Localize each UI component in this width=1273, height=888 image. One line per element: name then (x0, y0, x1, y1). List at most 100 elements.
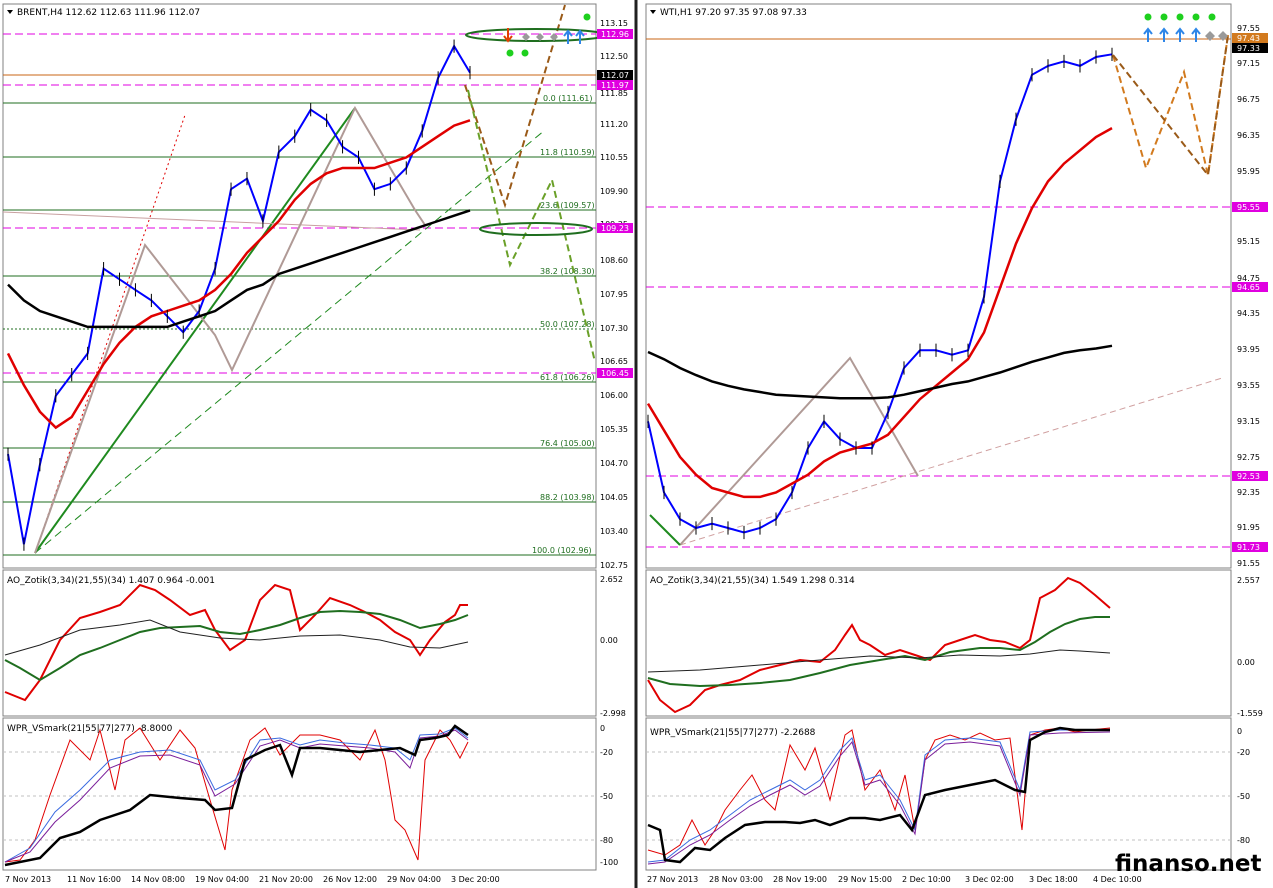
wpr-red-line (647, 727, 1111, 856)
arrow-up-icon (1143, 27, 1153, 42)
price-tick: 108.60 (600, 256, 628, 265)
wti-menu-triangle-icon[interactable] (650, 10, 656, 14)
time-tick: 3 Dec 20:00 (451, 875, 500, 884)
price-tick: 112.50 (600, 52, 628, 61)
wpr-tick: -50 (1237, 792, 1250, 801)
arrow-up-icon (1191, 27, 1201, 42)
brent-trend-green-dashed (34, 129, 546, 554)
wti-candles (647, 47, 1113, 540)
price-tag-label: 109.23 (601, 224, 629, 233)
price-tick: 106.00 (600, 391, 628, 400)
wti-trend-green (649, 514, 681, 546)
price-tick: 94.35 (1237, 309, 1260, 318)
price-tick: 92.75 (1237, 453, 1260, 462)
arrow-up-icon (1175, 27, 1185, 42)
time-tick: 14 Nov 08:00 (131, 875, 185, 884)
wti-forecast-brown (1112, 34, 1229, 178)
brent-menu-triangle-icon[interactable] (7, 10, 13, 14)
moving-average-line (646, 127, 1113, 499)
price-tick: 96.35 (1237, 131, 1260, 140)
wti-zigzag (679, 356, 919, 546)
arrow-down-icon (503, 28, 513, 43)
wti-ao-header: AO_Zotik(3,34)(21,55)(34) 1.549 1.298 0.… (650, 576, 855, 586)
wti-header: WTI,H1 97.20 97.35 97.08 97.33 (660, 8, 807, 18)
price-tick: 91.55 (1237, 559, 1260, 568)
wti-ao-pane (645, 569, 1232, 717)
price-tag-label: 112.96 (601, 30, 629, 39)
fib-label-11-8: 11.8 (110.59) (540, 148, 595, 157)
price-tick: 97.55 (1237, 24, 1260, 33)
brent-forecast-brown (464, 4, 566, 209)
diamond-icon (1218, 31, 1228, 41)
price-tag-112-96 (597, 29, 633, 39)
wpr-purple-line (647, 731, 1111, 865)
time-tick: 2 Dec 10:00 (902, 875, 951, 884)
wpr-tick: 0 (1237, 727, 1242, 736)
ao-tick: 0.00 (600, 636, 618, 645)
price-tick: 94.75 (1237, 274, 1260, 283)
wti-ao: 2.557 0.00 -1.559 (647, 576, 1263, 718)
signal-dot-icon (583, 13, 591, 21)
wpr-blue-line (647, 729, 1110, 863)
time-tick: 21 Nov 20:00 (259, 875, 313, 884)
price-tick: 91.95 (1237, 523, 1260, 532)
price-tick: 93.95 (1237, 345, 1260, 354)
price-tag-label: 111.97 (601, 81, 629, 90)
time-tick: 3 Dec 18:00 (1029, 875, 1078, 884)
signal-dot-icon (1192, 13, 1200, 21)
wpr-red-line (4, 727, 469, 863)
wti-moving-averages (646, 53, 1113, 534)
signal-dot-icon (1160, 13, 1168, 21)
wpr-blue-line (4, 727, 469, 863)
time-tick: 26 Nov 12:00 (323, 875, 377, 884)
fib-label-38-2: 38.2 (108.30) (540, 267, 595, 276)
wti-price-pane (645, 3, 1232, 569)
price-tag-109-23 (597, 223, 633, 233)
price-tick: 105.35 (600, 425, 628, 434)
brent-wpr: 0 -20 -50 -80 -100 (3, 724, 618, 867)
arrow-up-icon (575, 29, 585, 44)
ao-black-line (647, 649, 1111, 673)
wti-price-axis: 97.55 97.15 96.75 96.35 95.95 95.15 94.7… (1232, 24, 1268, 568)
price-tag-111-97 (597, 80, 633, 90)
price-tag-label: 106.45 (601, 369, 629, 378)
price-tag-106-45 (597, 368, 633, 378)
ao-tick: 2.652 (600, 575, 623, 584)
price-tick: 103.40 (600, 527, 628, 536)
moving-average-line (6, 119, 471, 430)
price-tick: 106.65 (600, 357, 628, 366)
wpr-black-line (4, 724, 469, 867)
time-tick: 27 Nov 2013 (647, 875, 698, 884)
signal-dot-icon (1176, 13, 1184, 21)
diamond-icon (536, 33, 544, 41)
brent-price-pane (2, 3, 597, 569)
price-tick: 111.20 (600, 120, 628, 129)
wpr-tick: -20 (600, 748, 613, 757)
time-tick: 19 Nov 04:00 (195, 875, 249, 884)
diamond-icon (550, 33, 558, 41)
price-tag-91-73 (1232, 542, 1268, 552)
wti-chart: WTI,H1 97.20 97.35 97.08 97.33 AO_Zotik(… (645, 3, 1268, 884)
price-tag-label: 112.07 (601, 71, 629, 80)
price-tag-94-65 (1232, 282, 1268, 292)
price-tag-current (597, 70, 633, 80)
moving-average-line (647, 344, 1113, 400)
price-tick: 104.70 (600, 459, 628, 468)
ao-red-line (4, 583, 468, 702)
brent-forecast-green (467, 89, 596, 363)
brent-ao-header: AO_Zotik(3,34)(21,55)(34) 1.407 0.964 -0… (7, 576, 215, 586)
ao-tick: 2.557 (1237, 576, 1260, 585)
wpr-tick: -20 (1237, 748, 1250, 757)
arrow-up-icon (1159, 27, 1169, 42)
wti-wpr-pane (645, 717, 1232, 871)
brent-trend-green (34, 107, 356, 554)
wti-wpr: 0 -20 -50 -80 (646, 726, 1250, 865)
wpr-tick: -50 (600, 792, 613, 801)
arrow-up-icon (563, 29, 573, 44)
price-tick: 113.15 (600, 19, 628, 28)
price-tick: 96.75 (1237, 95, 1260, 104)
ao-red-line (647, 576, 1111, 714)
ao-green-line (647, 616, 1110, 688)
fib-label-0: 0.0 (111.61) (543, 94, 593, 103)
watermark-logo: finanso.net (1115, 851, 1262, 877)
